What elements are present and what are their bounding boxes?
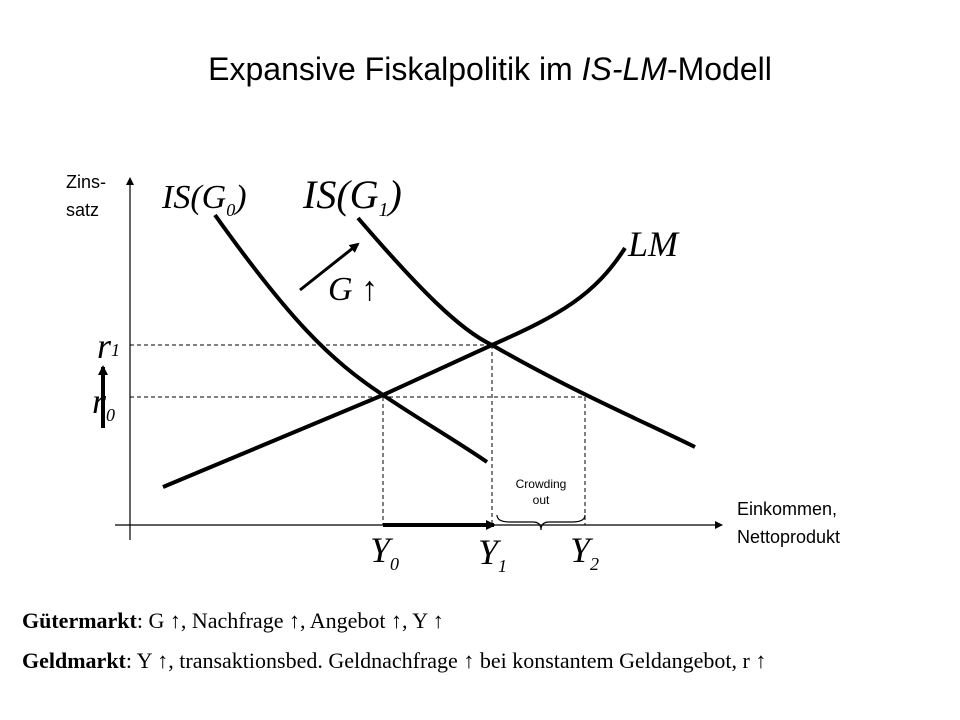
label-base: IS(G [161, 179, 226, 216]
title-part: -Modell [667, 51, 772, 87]
is-curve-0 [213, 213, 489, 464]
shift-label: G ↑ [328, 271, 378, 308]
lm-curve [162, 246, 627, 489]
note-lead: Gütermarkt [22, 608, 138, 633]
y-label: Y0 [370, 530, 399, 574]
note: Geldmarkt: Y ↑, transaktionsbed. Geldnac… [22, 648, 766, 673]
shift-arrow [299, 242, 360, 292]
label-base: Y [478, 532, 502, 572]
label-close: ) [233, 179, 246, 216]
label-base: IS(G [302, 172, 379, 217]
curve-label: IS(G1) [302, 172, 402, 221]
title-part: Expansive Fiskalpolitik im [208, 51, 581, 87]
y-label: Y1 [478, 532, 507, 576]
title-part: IS-LM [582, 51, 668, 87]
x-axis-label: Nettoprodukt [737, 527, 840, 547]
label-sub: 1 [498, 556, 507, 576]
y-axis-label: satz [66, 200, 99, 220]
label-sub: 1 [111, 340, 120, 360]
crowding-label: out [533, 493, 550, 507]
label-sub: 1 [379, 199, 389, 221]
label-sub: 0 [226, 200, 235, 220]
brace [496, 514, 586, 531]
r-label: r0 [92, 381, 115, 425]
x-axis-label: Einkommen, [737, 499, 837, 519]
r-label: r1 [97, 326, 120, 366]
y-axis-label: Zins- [66, 172, 106, 192]
label-sub: 0 [390, 554, 399, 574]
title: Expansive Fiskalpolitik im IS-LM-Modell [208, 51, 772, 87]
crowding-label: Crowding [516, 477, 567, 491]
label-sub: 0 [106, 405, 115, 425]
label-close: ) [387, 172, 402, 217]
note-lead: Geldmarkt [22, 648, 127, 673]
label-sub: 2 [590, 554, 599, 574]
note-rest: : G ↑, Nachfrage ↑, Angebot ↑, Y ↑ [137, 608, 444, 633]
label-base: Y [370, 530, 394, 570]
y-label: Y2 [570, 530, 599, 574]
guides [130, 344, 586, 525]
label-base: r [97, 326, 112, 366]
label-base: r [92, 381, 107, 421]
label-base: Y [570, 530, 594, 570]
note-rest: : Y ↑, transaktionsbed. Geldnachfrage ↑ … [126, 648, 766, 673]
curve-label: IS(G0) [161, 179, 247, 220]
curve-label: LM [627, 224, 680, 264]
note: Gütermarkt: G ↑, Nachfrage ↑, Angebot ↑,… [22, 608, 444, 633]
